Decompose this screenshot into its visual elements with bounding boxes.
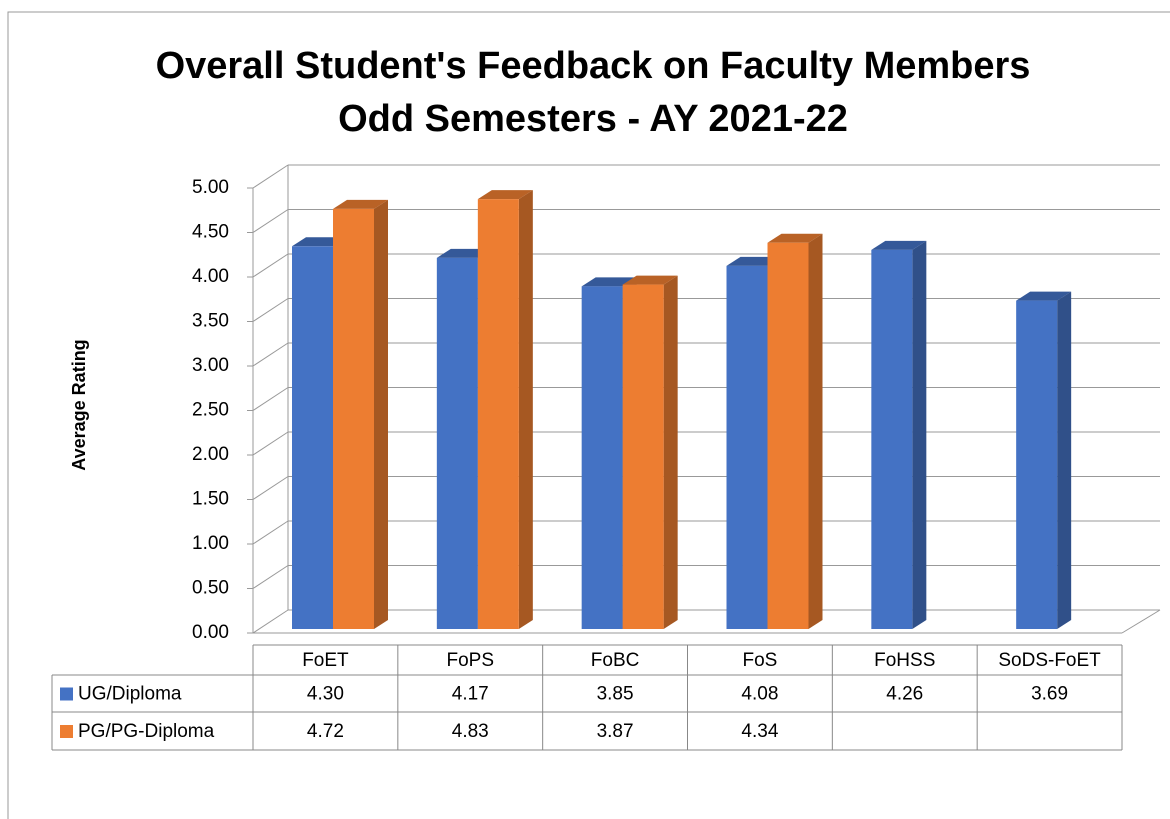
grid-line [252,209,289,233]
table-value: 4.72 [307,721,344,742]
bar [292,246,333,630]
y-axis-title: Average Rating [69,339,89,470]
bar [871,249,913,630]
legend-swatch [60,725,73,738]
bar-top [871,240,927,250]
table-value: 4.34 [741,721,778,742]
grid-line [252,565,289,589]
bar [333,208,374,630]
table-value: 3.87 [597,721,634,742]
grid-line [252,253,289,278]
legend-swatch [60,687,73,701]
y-tick-label: 4.50 [192,222,229,243]
grid-line [252,164,289,189]
bar-side [663,275,678,629]
table-value: 4.17 [452,684,489,705]
bar-side [808,233,823,630]
bar-side [374,199,388,630]
legend-label: PG/PG-Diploma [78,721,215,742]
bar-top [1016,291,1072,301]
bar-top [333,199,388,209]
y-tick-label: 0.00 [192,622,229,643]
table-value: 4.30 [307,684,344,705]
y-tick-label: 2.00 [192,444,229,465]
grid-line [252,609,289,634]
table-value: 4.08 [741,684,778,705]
bar [622,284,664,629]
grid-line [252,431,289,456]
y-tick-label: 5.00 [192,177,229,198]
y-tick-label: 1.50 [192,489,229,510]
table-value: 3.85 [597,684,634,705]
x-tick-label: SoDS-FoET [998,650,1101,671]
chart-title: Odd Semesters - AY 2021-22 [338,98,848,140]
bar-side [912,240,927,630]
x-tick-label: FoPS [446,650,494,671]
y-tick-label: 3.00 [192,355,229,376]
table-value: 4.26 [886,684,923,705]
x-tick-label: FoBC [591,650,640,671]
legend-label: UG/Diploma [78,684,182,705]
grid-line [252,476,289,500]
grid-line [252,387,289,411]
table-value: 4.83 [452,721,489,742]
table-value: 3.69 [1031,684,1068,705]
y-tick-label: 1.00 [192,533,229,554]
y-tick-label: 3.50 [192,311,229,332]
bar [436,257,478,629]
x-tick-label: FoS [742,650,777,671]
bar-side [1057,291,1072,629]
floor-edge [1121,609,1161,634]
grid-line [252,520,289,545]
y-tick-label: 4.00 [192,266,229,287]
x-tick-label: FoHSS [874,650,935,671]
bar-side [518,190,533,629]
bar [767,242,809,630]
bar [1016,300,1058,629]
bar [726,265,768,629]
bar-top [622,275,678,285]
x-tick-label: FoET [302,650,349,671]
chart-title: Overall Student's Feedback on Faculty Me… [156,45,1031,87]
grid-line [252,342,289,367]
bar-top [477,190,533,200]
bar [477,199,519,629]
bar [581,286,623,629]
bar-top [581,277,637,287]
y-tick-label: 0.50 [192,578,229,599]
grid-line [252,298,289,322]
bar-top [767,233,823,243]
y-tick-label: 2.50 [192,400,229,421]
